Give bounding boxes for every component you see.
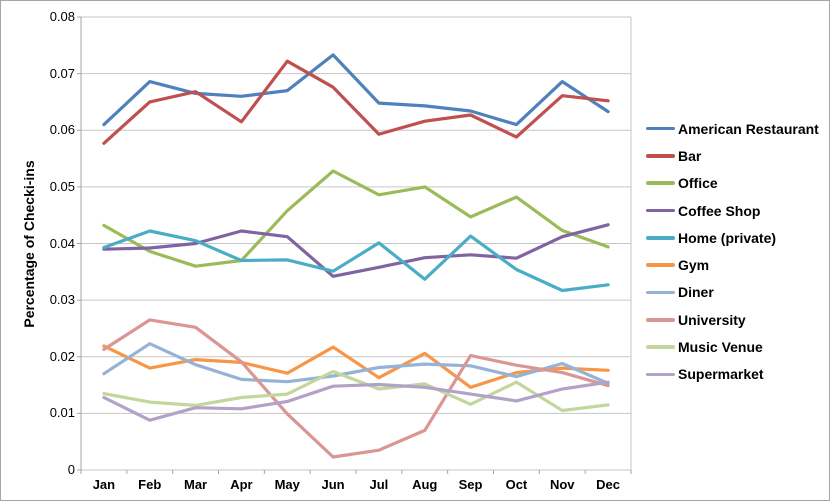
legend-label-university: University: [678, 311, 746, 328]
legend-item-supermarket: Supermarket: [646, 361, 819, 388]
y-tick-label-0.03: 0.03: [49, 292, 75, 308]
series-line-bar: [102, 59, 610, 145]
legend-item-american-restaurant: American Restaurant: [646, 115, 819, 142]
y-tick-label-0.07: 0.07: [49, 65, 75, 81]
x-tick-label-may: May: [274, 477, 300, 492]
legend-swatch-gym: [646, 263, 675, 267]
series-line-supermarket: [102, 380, 610, 422]
legend-swatch-american-restaurant: [646, 126, 675, 131]
series-line-office: [102, 169, 610, 268]
legend-label-office: Office: [678, 175, 718, 192]
legend-label-music-venue: Music Venue: [678, 339, 763, 356]
y-tick-label-0.02: 0.02: [49, 348, 75, 364]
x-tick-label-dec: Dec: [596, 477, 620, 492]
x-tick-label-apr: Apr: [230, 477, 253, 492]
legend-swatch-supermarket: [646, 372, 675, 377]
legend-label-home-private: Home (private): [678, 229, 777, 246]
legend-item-office: Office: [646, 170, 819, 197]
legend-label-diner: Diner: [678, 284, 714, 301]
legend-label-american-restaurant: American Restaurant: [678, 120, 819, 137]
legend-swatch-bar: [646, 154, 675, 158]
legend-swatch-home-private: [646, 236, 675, 240]
y-tick-label-0.05: 0.05: [49, 178, 75, 194]
y-tick-label-0.08: 0.08: [49, 9, 75, 24]
series-line-diner: [102, 342, 610, 385]
series-line-american-restaurant: [102, 53, 610, 127]
series-line-music-venue: [102, 369, 610, 413]
legend-swatch-coffee-shop: [646, 208, 675, 213]
legend-swatch-office: [646, 181, 675, 186]
x-tick-label-mar: Mar: [184, 477, 208, 492]
legend-label-coffee-shop: Coffee Shop: [678, 202, 761, 219]
y-tick-label-0.04: 0.04: [49, 235, 75, 251]
legend-swatch-university: [646, 317, 675, 322]
series-line-home-private: [102, 229, 610, 293]
x-tick-label-sep: Sep: [458, 477, 483, 492]
legend-label-gym: Gym: [678, 257, 710, 274]
y-tick-label-0.06: 0.06: [49, 122, 75, 138]
legend-item-university: University: [646, 306, 819, 333]
legend: American Restaurant Bar Office Coffee Shop H…: [646, 115, 819, 388]
legend-swatch-music-venue: [646, 345, 675, 349]
legend-item-coffee-shop: Coffee Shop: [646, 197, 819, 224]
x-tick-label-jul: Jul: [369, 477, 389, 492]
x-tick-label-oct: Oct: [505, 477, 528, 492]
x-tick-label-nov: Nov: [549, 477, 575, 492]
legend-item-gym: Gym: [646, 251, 819, 278]
x-tick-label-jan: Jan: [92, 477, 116, 492]
y-tick-label-0.01: 0.01: [49, 405, 75, 421]
x-tick-label-jun: Jun: [321, 477, 345, 492]
legend-label-bar: Bar: [678, 147, 702, 164]
series-line-university: [102, 318, 610, 459]
legend-swatch-diner: [646, 290, 675, 295]
series-line-coffee-shop: [102, 223, 610, 278]
legend-item-home-private: Home (private): [646, 224, 819, 251]
x-tick-label-feb: Feb: [138, 477, 162, 492]
x-tick-label-aug: Aug: [412, 477, 438, 492]
legend-item-bar: Bar: [646, 142, 819, 169]
legend-item-music-venue: Music Venue: [646, 333, 819, 360]
legend-item-diner: Diner: [646, 279, 819, 306]
legend-label-supermarket: Supermarket: [678, 366, 764, 383]
y-tick-label-0: 0: [67, 462, 75, 477]
